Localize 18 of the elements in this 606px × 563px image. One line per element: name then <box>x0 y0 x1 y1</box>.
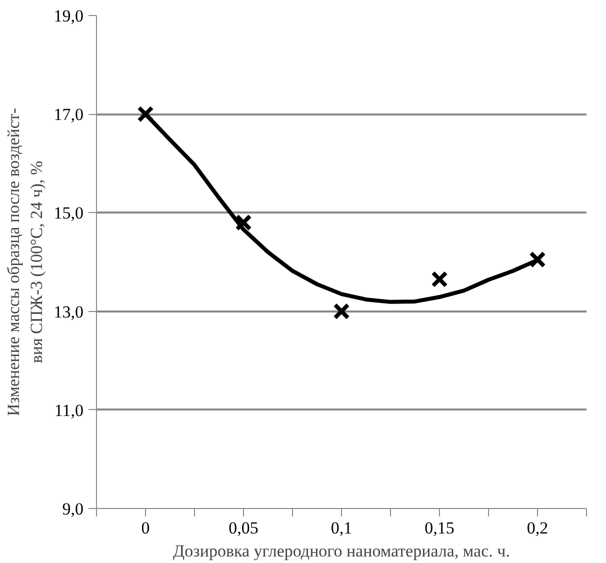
y-axis-title: Изменение массы образца после воздейст- вия СПЖ-3 (100°С, 24 ч), % <box>4 108 46 416</box>
x-tick-label: 0 <box>141 518 150 538</box>
y-tick-label: 15,0 <box>54 204 84 223</box>
x-tick-label: 0,1 <box>330 518 352 538</box>
y-tick-label: 11,0 <box>54 400 84 420</box>
point <box>431 270 448 288</box>
x-axis-title: Дозировка углеродного наноматериала, мас. ч. <box>173 542 510 560</box>
point <box>529 251 546 268</box>
x-tick-label: 0,2 <box>526 518 548 538</box>
y-tick-label: 19,0 <box>54 6 84 26</box>
point <box>333 302 350 320</box>
y-tick-label: 9,0 <box>62 500 84 518</box>
y-tick-label: 17,0 <box>54 105 84 124</box>
point <box>235 214 252 231</box>
y-tick-label: 13,0 <box>54 302 84 322</box>
x-tick-label: 0,05 <box>228 518 258 538</box>
point <box>137 106 154 122</box>
x-tick-label: 0,15 <box>424 518 454 538</box>
